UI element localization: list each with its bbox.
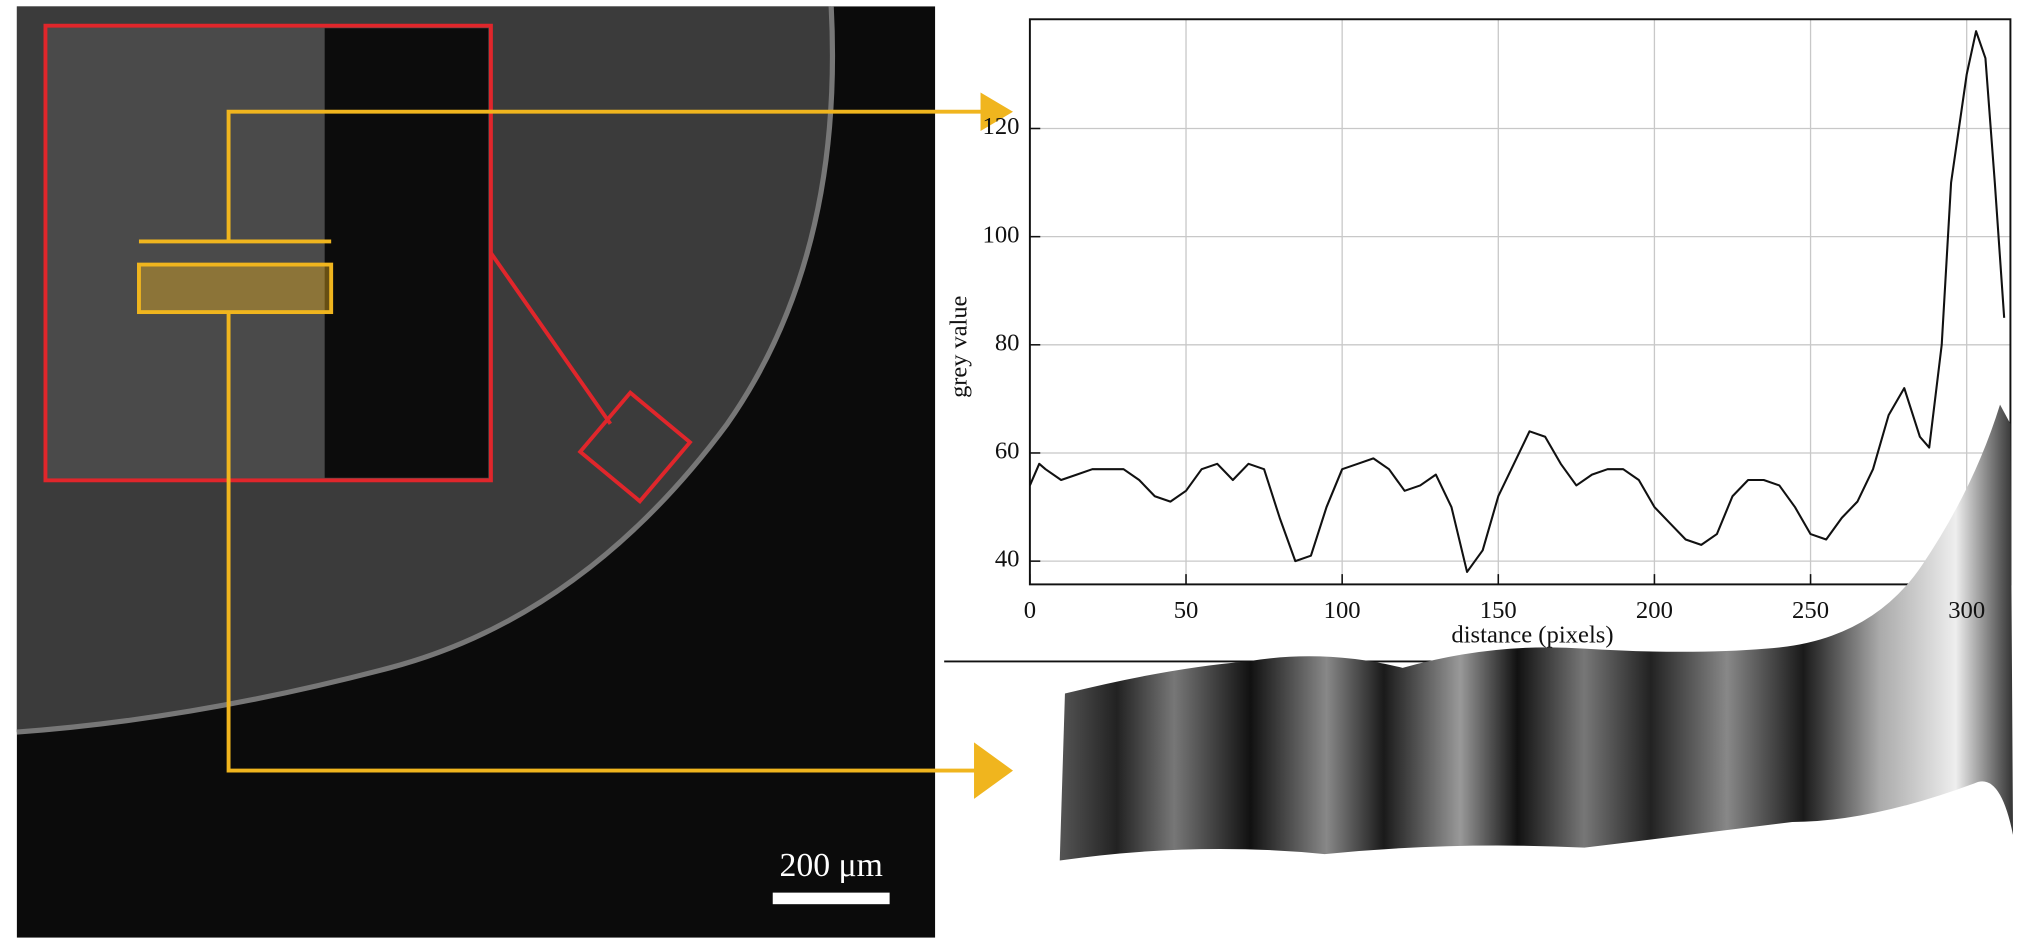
plot-frame	[1028, 18, 2012, 586]
x-axis-label: distance (pixels)	[1451, 622, 1613, 649]
sample-edge	[16, 6, 836, 735]
connector	[489, 251, 612, 425]
x-tick-label: 50	[1174, 597, 1199, 624]
y-tick-label: 120	[983, 113, 1020, 140]
y-axis-label: grey value	[946, 296, 973, 398]
x-tick-label: 200	[1636, 597, 1673, 624]
x-tick-label: 150	[1480, 597, 1517, 624]
scale-bar-label: 200 μm	[779, 847, 882, 884]
x-tick-label: 250	[1792, 597, 1829, 624]
arrowhead	[980, 92, 1013, 132]
x-tick-label: 300	[1948, 597, 1985, 624]
plot-area	[1029, 19, 2011, 585]
arrows	[226, 109, 988, 773]
profile-box	[137, 262, 334, 315]
x-tick-label: 0	[1024, 597, 1036, 624]
inset-dark	[324, 28, 489, 478]
y-tick-label: 40	[995, 546, 1020, 573]
scale-bar	[772, 892, 890, 905]
y-tick-label: 60	[995, 438, 1020, 465]
y-tick-label: 100	[983, 221, 1020, 248]
arrow-top	[226, 109, 988, 242]
y-tick-label: 80	[995, 330, 1020, 357]
x-tick-label: 100	[1324, 597, 1361, 624]
surface-plot	[1059, 404, 2014, 861]
data-line	[1028, 30, 2006, 573]
arrowhead	[974, 742, 1013, 799]
micrograph: 200 μm	[16, 6, 936, 938]
region-marker	[577, 389, 693, 504]
arrow-bottom	[226, 312, 977, 773]
